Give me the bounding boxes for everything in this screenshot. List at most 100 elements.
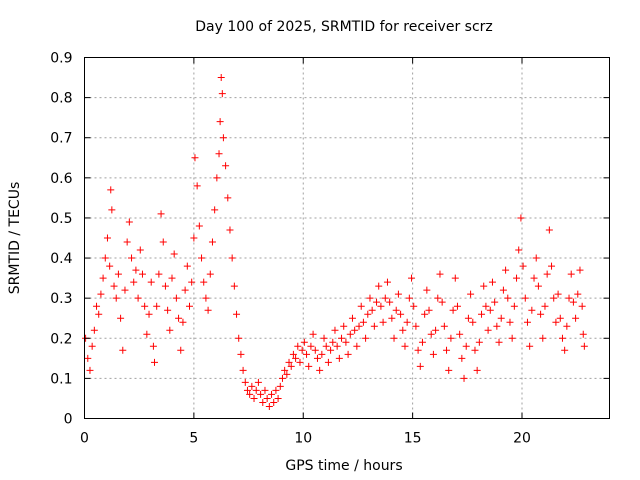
x-axis-label: GPS time / hours (285, 458, 402, 474)
data-point (537, 310, 545, 318)
data-point (322, 342, 330, 350)
data-point (548, 262, 556, 270)
y-tick-label: 0.1 (50, 371, 72, 387)
data-point (195, 222, 203, 230)
x-tick-label: 10 (294, 431, 312, 447)
data-point (138, 270, 146, 278)
data-point (475, 338, 483, 346)
data-point (294, 342, 302, 350)
data-point (449, 306, 457, 314)
data-point (117, 314, 125, 322)
data-point (462, 342, 470, 350)
data-point (565, 294, 573, 302)
data-point (478, 310, 486, 318)
data-point (403, 318, 411, 326)
data-point (206, 270, 214, 278)
data-point (510, 302, 518, 310)
data-point (265, 402, 273, 410)
data-point (558, 334, 566, 342)
data-point (243, 386, 251, 394)
data-point (263, 394, 271, 402)
data-point (181, 286, 189, 294)
y-axis-tick-labels: 0 0.1 0.2 0.3 0.4 0.5 0.6 0.7 0.8 0.9 (50, 51, 72, 428)
data-point (153, 302, 161, 310)
data-point (554, 290, 562, 298)
data-point (159, 238, 167, 246)
data-point (88, 342, 96, 350)
data-point (552, 318, 560, 326)
data-point (429, 350, 437, 358)
x-axis-tick-labels: 0 5 10 15 20 (80, 431, 531, 447)
data-point (432, 326, 440, 334)
data-point (386, 298, 394, 306)
data-point (440, 322, 448, 330)
data-point (186, 302, 193, 310)
data-point (254, 378, 262, 386)
data-point (499, 286, 507, 294)
data-point (493, 322, 501, 330)
data-point (572, 314, 580, 322)
data-point (381, 294, 389, 302)
data-point (401, 342, 409, 350)
data-point (532, 254, 540, 262)
data-point (502, 266, 510, 274)
data-point (141, 302, 149, 310)
data-point (134, 294, 142, 302)
data-point (313, 354, 321, 362)
data-point (340, 322, 348, 330)
data-point (217, 74, 225, 82)
x-tick-label: 20 (513, 431, 531, 447)
data-point (373, 298, 381, 306)
data-point (216, 118, 224, 126)
data-point (445, 366, 453, 374)
data-point (495, 338, 503, 346)
data-point (157, 210, 165, 218)
data-point (208, 238, 216, 246)
data-point (305, 362, 313, 370)
data-point (412, 322, 420, 330)
data-point (506, 318, 514, 326)
data-point (248, 382, 256, 390)
data-point (170, 250, 178, 258)
data-point (222, 162, 230, 170)
y-tick-label: 0.5 (50, 211, 72, 227)
data-point (119, 346, 127, 354)
data-point (324, 358, 332, 366)
data-point (368, 306, 376, 314)
data-point (377, 302, 385, 310)
data-point (204, 306, 212, 314)
data-point (580, 342, 588, 350)
data-point (228, 254, 236, 262)
data-point (405, 294, 413, 302)
data-point (108, 206, 116, 214)
data-point (145, 310, 153, 318)
y-tick-label: 0.4 (50, 251, 72, 267)
data-point (198, 254, 206, 262)
data-point (423, 286, 431, 294)
data-point (193, 182, 201, 190)
data-point (298, 346, 306, 354)
data-point (416, 362, 424, 370)
y-tick-label: 0.9 (50, 51, 72, 67)
data-point (471, 346, 479, 354)
data-point (218, 90, 226, 98)
data-point (200, 278, 208, 286)
data-point (482, 302, 490, 310)
data-point (447, 334, 455, 342)
data-point (543, 270, 551, 278)
data-point (362, 334, 370, 342)
x-tick-label: 0 (80, 431, 89, 447)
y-tick-label: 0.2 (50, 331, 72, 347)
y-tick-label: 0.6 (50, 171, 72, 187)
data-point (86, 366, 94, 374)
data-point (121, 286, 129, 294)
data-point (364, 310, 372, 318)
data-point (281, 366, 289, 374)
data-point (90, 326, 98, 334)
data-point (175, 314, 183, 322)
x-tick-label: 5 (189, 431, 198, 447)
data-point (344, 350, 352, 358)
data-point (307, 342, 315, 350)
data-point (414, 346, 422, 354)
